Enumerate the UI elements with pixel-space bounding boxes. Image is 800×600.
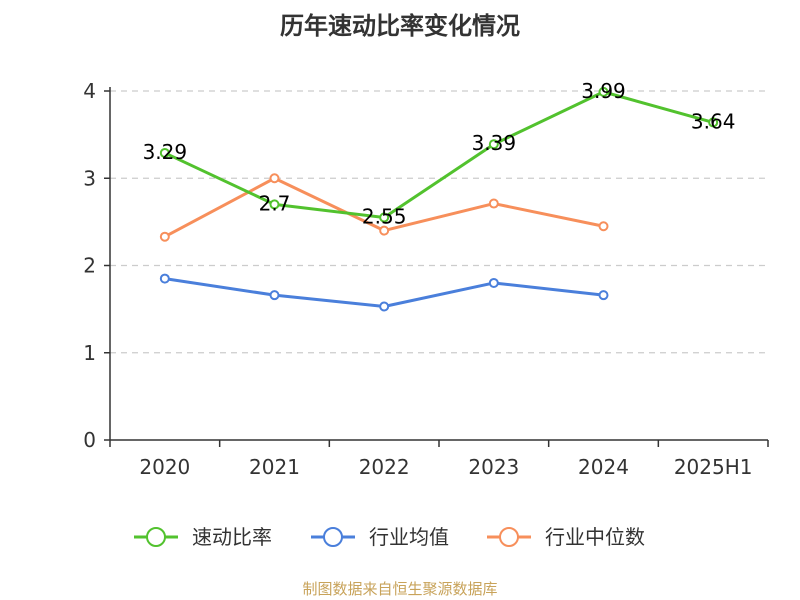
x-tick-label: 2022	[359, 455, 410, 479]
y-tick-label: 3	[83, 166, 96, 190]
data-point	[269, 199, 280, 210]
data-label: 3.29	[143, 140, 188, 164]
data-point	[379, 225, 390, 236]
series-line	[164, 90, 714, 220]
data-point	[598, 290, 609, 301]
data-point	[269, 290, 280, 301]
y-tick-label: 4	[83, 79, 96, 103]
data-point	[598, 86, 609, 97]
data-point	[159, 231, 170, 242]
data-labels: 3.29 2.7 2.55 3.39 3.99 3.64	[143, 79, 736, 229]
legend-swatch-marker	[146, 527, 166, 547]
legend-label: 速动比率	[192, 525, 272, 549]
data-point	[159, 273, 170, 284]
legend-label: 行业均值	[369, 525, 449, 549]
legend-label: 行业中位数	[545, 525, 645, 549]
y-tick-label: 1	[83, 341, 96, 365]
legend: 速动比率 行业均值 行业中位数	[134, 525, 645, 549]
data-point	[488, 277, 499, 288]
data-label: 3.39	[472, 131, 517, 155]
chart-title: 历年速动比率变化情况	[280, 12, 520, 40]
grid-lines	[110, 90, 768, 354]
x-tick-label: 2025H1	[674, 455, 753, 479]
data-label: 3.99	[581, 79, 626, 103]
data-point	[379, 212, 390, 223]
data-label: 2.55	[362, 205, 407, 229]
data-point	[708, 117, 719, 128]
data-point	[269, 173, 280, 184]
data-label: 2.7	[259, 191, 291, 215]
y-tick-label: 0	[83, 428, 96, 452]
x-tick-label: 2023	[468, 455, 519, 479]
data-label: 3.64	[691, 109, 736, 133]
data-point	[488, 198, 499, 209]
axes: 0 1 2 3 4 2020 2021 2022 2023 2024 2025H1	[83, 79, 769, 479]
x-tick-label: 2024	[578, 455, 629, 479]
series-lines	[159, 86, 719, 312]
data-point	[488, 139, 499, 150]
data-point	[379, 301, 390, 312]
legend-swatch-marker	[323, 527, 343, 547]
data-source-note: 制图数据来自恒生聚源数据库	[302, 580, 498, 598]
data-point	[159, 147, 170, 158]
x-tick-label: 2021	[249, 455, 300, 479]
y-tick-label: 2	[83, 254, 96, 278]
data-point	[598, 221, 609, 232]
x-tick-label: 2020	[139, 455, 190, 479]
legend-swatch-marker	[499, 527, 519, 547]
